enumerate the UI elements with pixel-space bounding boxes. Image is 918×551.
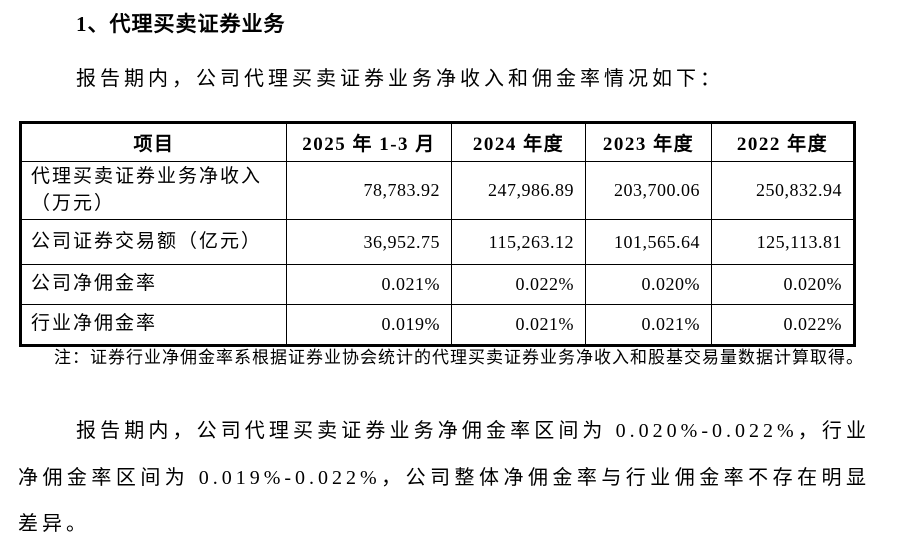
table-cell: 36,952.75 (286, 219, 452, 266)
header-cell-2024: 2024 年度 (451, 122, 586, 162)
intro-paragraph: 报告期内，公司代理买卖证券业务净收入和佣金率情况如下： (76, 68, 724, 90)
table-cell: 115,263.12 (451, 219, 586, 266)
table-cell: 0.021% (286, 264, 452, 306)
table-cell: 0.021% (585, 304, 712, 347)
table-cell: 0.022% (711, 304, 855, 347)
table-row-industry-commission-rate: 行业净佣金率 0.019% 0.021% 0.021% 0.022% (20, 304, 855, 347)
row-label: 代理买卖证券业务净收入 （万元） (20, 160, 287, 221)
table-cell: 203,700.06 (585, 160, 712, 221)
header-cell-2022: 2022 年度 (711, 122, 855, 162)
table-header-row: 项目 2025 年 1-3 月 2024 年度 2023 年度 2022 年度 (20, 122, 855, 162)
header-cell-2023: 2023 年度 (585, 122, 712, 162)
table-cell: 0.021% (451, 304, 586, 347)
table-cell: 125,113.81 (711, 219, 855, 266)
section-heading: 1、代理买卖证券业务 (76, 12, 286, 36)
row-label: 公司证券交易额（亿元） (20, 219, 287, 266)
row-label: 行业净佣金率 (20, 304, 287, 347)
header-cell-2025-q1: 2025 年 1-3 月 (286, 122, 452, 162)
table-footnote: 注：证券行业净佣金率系根据证券业协会统计的代理买卖证券业务净收入和股基交易量数据… (54, 348, 864, 367)
closing-paragraph: 报告期内，公司代理买卖证券业务净佣金率区间为 0.020%-0.022%，行业净… (18, 420, 870, 536)
table-cell: 101,565.64 (585, 219, 712, 266)
table-cell: 78,783.92 (286, 160, 452, 221)
table-cell: 250,832.94 (711, 160, 855, 221)
row-label: 公司净佣金率 (20, 264, 287, 306)
table-cell: 0.019% (286, 304, 452, 347)
table-cell: 0.022% (451, 264, 586, 306)
table-cell: 0.020% (711, 264, 855, 306)
table-row-company-commission-rate: 公司净佣金率 0.021% 0.022% 0.020% 0.020% (20, 264, 855, 306)
commission-rate-table: 项目 2025 年 1-3 月 2024 年度 2023 年度 2022 年度 … (19, 121, 856, 348)
table-row-net-income: 代理买卖证券业务净收入 （万元） 78,783.92 247,986.89 20… (20, 160, 855, 221)
table-cell: 247,986.89 (451, 160, 586, 221)
table-cell: 0.020% (585, 264, 712, 306)
table-row-trading-volume: 公司证券交易额（亿元） 36,952.75 115,263.12 101,565… (20, 219, 855, 266)
header-cell-item: 项目 (20, 122, 287, 162)
